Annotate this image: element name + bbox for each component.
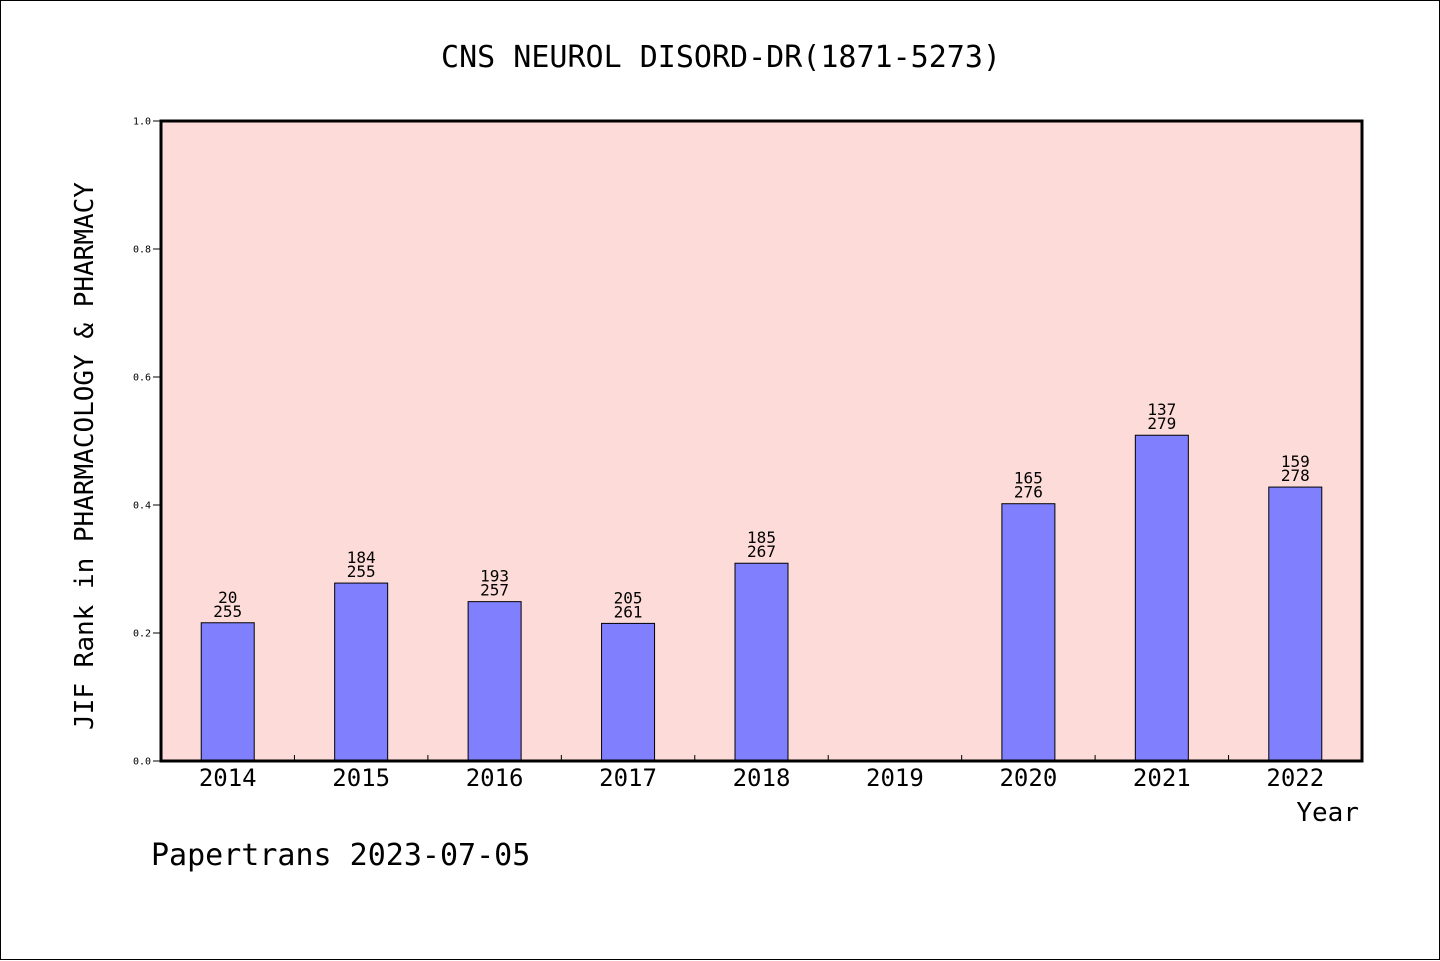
y-axis-label: JIF Rank in PHARMACOLOGY & PHARMACY — [70, 182, 100, 730]
bar-rank-label-2021: 137 — [1147, 400, 1176, 419]
bar-2014 — [200, 622, 255, 762]
x-tick-label-2020: 2020 — [999, 764, 1057, 792]
x-tick-label-2018: 2018 — [733, 764, 791, 792]
y-tick-label: 0.0 — [133, 757, 151, 768]
bar-2017 — [601, 622, 656, 762]
chart-title: CNS NEUROL DISORD-DR(1871-5273) — [441, 40, 1001, 75]
bar-total-label-2016: 257 — [480, 581, 509, 600]
x-tick-label-2014: 2014 — [199, 764, 257, 792]
x-tick-label-2022: 2022 — [1266, 764, 1324, 792]
bar-total-label-2020: 276 — [1014, 483, 1043, 502]
bar-rank-label-2022: 159 — [1281, 452, 1310, 471]
x-tick-label-2015: 2015 — [332, 764, 390, 792]
bar-2015 — [334, 582, 389, 762]
bar-total-label-2014: 255 — [213, 602, 242, 621]
y-tick-label: 0.2 — [133, 629, 151, 640]
x-tick-label-2016: 2016 — [466, 764, 524, 792]
bar-2021 — [1134, 434, 1189, 762]
x-tick-label-2017: 2017 — [599, 764, 657, 792]
bar-rank-label-2015: 184 — [347, 548, 376, 567]
bar-rank-label-2017: 205 — [614, 588, 643, 607]
x-tick-label-2021: 2021 — [1133, 764, 1191, 792]
y-tick-label: 0.6 — [133, 373, 151, 384]
footer-watermark: Papertrans 2023-07-05 — [151, 838, 530, 873]
y-axis: 0.0 0.2 0.4 0.6 0.8 1.0 — [133, 117, 161, 768]
bar-total-label-2018: 267 — [747, 542, 776, 561]
y-tick-label: 0.4 — [133, 501, 151, 512]
bar-total-label-2022: 278 — [1281, 466, 1310, 485]
bar-total-label-2021: 279 — [1147, 414, 1176, 433]
bar-rank-label-2014: 20 — [218, 588, 237, 607]
bar-rank-label-2018: 185 — [747, 528, 776, 547]
bar-2016 — [467, 601, 522, 762]
bar-2022 — [1268, 486, 1323, 762]
bar-rank-label-2020: 165 — [1014, 469, 1043, 488]
y-tick-label: 0.8 — [133, 245, 151, 256]
bar-rank-label-2016: 193 — [480, 567, 509, 586]
y-tick-label: 1.0 — [133, 117, 151, 128]
plot-frame — [159, 119, 1364, 763]
x-axis: 2014 2015 2016 2017 2018 2019 2020 2021 2022 — [199, 755, 1324, 792]
bar-total-label-2017: 261 — [614, 602, 643, 621]
bar-2020 — [1001, 503, 1056, 762]
x-axis-label: Year — [1296, 798, 1359, 828]
bar-2018 — [734, 562, 789, 762]
x-tick-label-2019: 2019 — [866, 764, 924, 792]
bar-total-label-2015: 255 — [347, 562, 376, 581]
bars — [200, 434, 1323, 762]
